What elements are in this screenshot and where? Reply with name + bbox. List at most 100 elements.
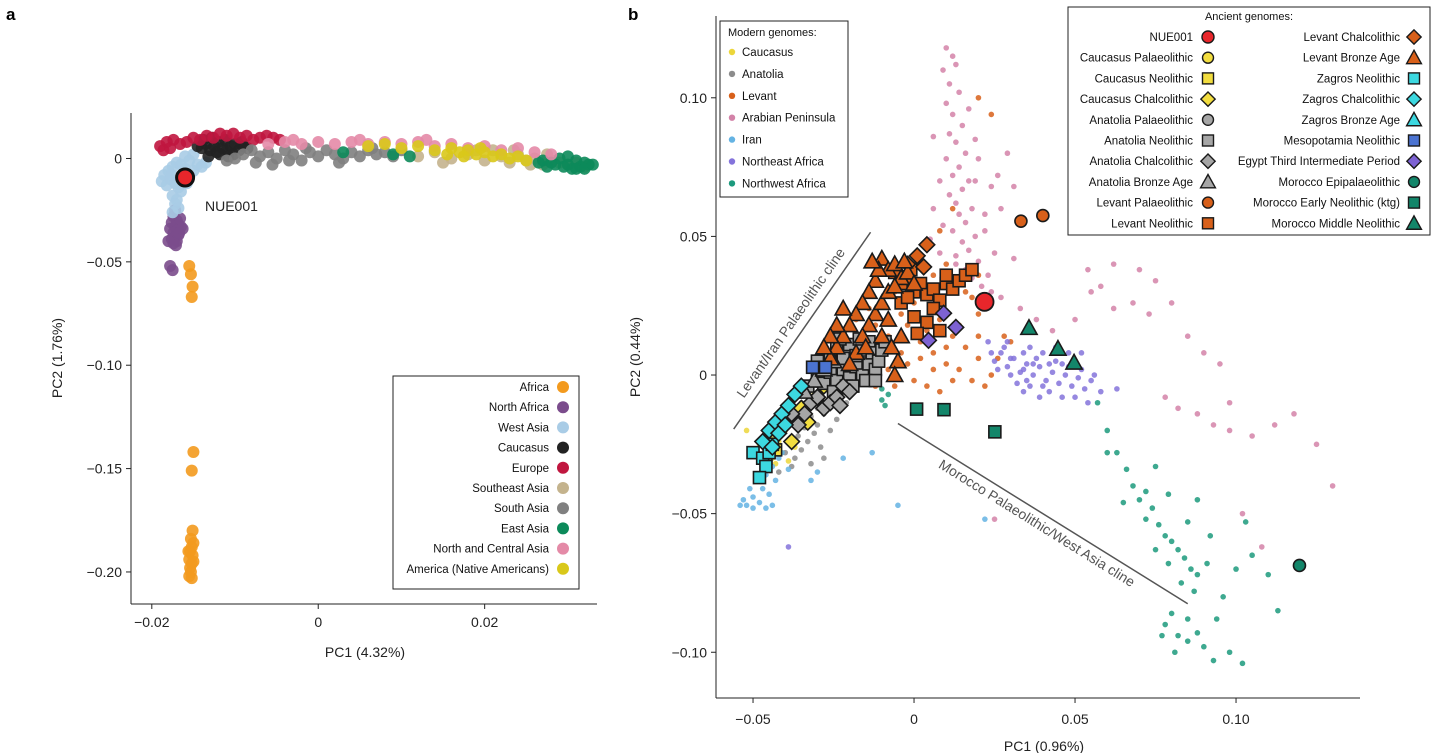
panel-a-y-axis-label: PC2 (1.76%) bbox=[49, 318, 65, 398]
modern-point-iran bbox=[740, 496, 747, 503]
modern-point-northeast-africa bbox=[1014, 380, 1020, 387]
panel-b-letter: b bbox=[628, 5, 638, 24]
modern-point-arabian-peninsula bbox=[1226, 427, 1233, 434]
panel-b-x-axis-label: PC1 (0.96%) bbox=[1004, 738, 1084, 753]
modern-point-anatolia bbox=[808, 460, 814, 467]
modern-point-northeast-africa bbox=[1097, 388, 1104, 395]
modern-point-northeast-africa bbox=[991, 358, 998, 364]
point-south-asia bbox=[262, 146, 275, 159]
modern-point-northwest-africa bbox=[1249, 552, 1255, 559]
morocco-west-asia-cline-line bbox=[897, 422, 1189, 605]
ancient-point-zagros-chalcolithic bbox=[776, 415, 795, 434]
modern-point-arabian-peninsula bbox=[972, 178, 979, 184]
ancient-point-morocco-epipalaeolithic bbox=[1292, 558, 1307, 573]
modern-point-northwest-africa bbox=[1162, 533, 1168, 539]
legend-marker-caucasus bbox=[557, 441, 569, 454]
modern-point-arabian-peninsula bbox=[975, 155, 982, 162]
ancient-point-levant-bronze-age bbox=[891, 326, 911, 344]
ancient-point-levant-bronze-age bbox=[865, 271, 885, 289]
point-north-and-central-asia bbox=[353, 133, 366, 146]
modern-point-iran bbox=[750, 494, 756, 500]
panel-a-nue001-label: NUE001 bbox=[205, 198, 258, 214]
modern-point-northwest-africa bbox=[1213, 616, 1220, 622]
modern-point-arabian-peninsula bbox=[969, 205, 975, 212]
ancient-point-anatolia-chalcolithic bbox=[789, 415, 808, 434]
modern-point-arabian-peninsula bbox=[1175, 405, 1181, 412]
modern-point-northwest-africa bbox=[1104, 427, 1111, 434]
modern-legend-label-northwest-africa: Northwest Africa bbox=[742, 178, 826, 190]
modern-point-anatolia bbox=[814, 422, 821, 428]
point-south-asia bbox=[266, 158, 279, 171]
modern-point-arabian-peninsula bbox=[965, 247, 972, 254]
x-tick-label: 0.02 bbox=[471, 614, 498, 630]
modern-point-northwest-africa bbox=[1194, 630, 1201, 636]
modern-legend-label-iran: Iran bbox=[742, 135, 762, 147]
modern-legend-label-arabian-peninsula: Arabian Peninsula bbox=[742, 113, 836, 125]
modern-point-northeast-africa bbox=[1023, 377, 1030, 384]
modern-point-arabian-peninsula bbox=[936, 250, 943, 256]
modern-point-arabian-peninsula bbox=[953, 139, 959, 145]
morocco-west-asia-cline-label: Morocco Palaeolithic/West Asia cline bbox=[936, 456, 1138, 590]
modern-point-northeast-africa bbox=[1027, 344, 1033, 351]
point-america-native-americans bbox=[395, 142, 408, 155]
modern-point-arabian-peninsula bbox=[988, 183, 995, 190]
ancient-point-levant-bronze-age bbox=[859, 282, 879, 300]
legend-label-caucasus: Caucasus bbox=[498, 443, 549, 455]
modern-point-northeast-africa bbox=[985, 338, 991, 345]
x-tick-label: 0.05 bbox=[1061, 711, 1088, 727]
legend-marker-south-asia bbox=[557, 502, 569, 515]
modern-legend-label-anatolia: Anatolia bbox=[742, 69, 784, 81]
ancient-point-levant-bronze-age bbox=[833, 298, 853, 316]
legend-label-north-africa: North Africa bbox=[489, 402, 550, 414]
modern-point-arabian-peninsula bbox=[985, 272, 991, 279]
modern-point-northeast-africa bbox=[1075, 374, 1082, 381]
ancient-legend-marker-zagros-bronze-age bbox=[1405, 110, 1423, 127]
modern-point-iran bbox=[772, 477, 779, 484]
modern-point-northwest-africa bbox=[1181, 555, 1188, 561]
panel-a-letter: a bbox=[6, 5, 16, 24]
modern-point-arabian-peninsula bbox=[1194, 411, 1201, 417]
ancient-legend-label-morocco-early-neolithic-ktg: Morocco Early Neolithic (ktg) bbox=[1253, 198, 1400, 210]
modern-point-iran bbox=[840, 455, 846, 461]
ancient-legend-label-morocco-epipalaeolithic: Morocco Epipalaeolithic bbox=[1279, 177, 1401, 189]
point-america-native-americans bbox=[457, 150, 470, 163]
ancient-point-morocco-middle-neolithic bbox=[1019, 318, 1039, 336]
modern-point-northwest-africa bbox=[1162, 621, 1168, 628]
y-tick-label: −0.05 bbox=[87, 254, 123, 270]
modern-point-iran bbox=[763, 505, 769, 511]
modern-point-northeast-africa bbox=[1040, 383, 1046, 389]
modern-point-levant bbox=[1001, 333, 1007, 340]
modern-legend-marker-caucasus bbox=[728, 48, 736, 56]
ancient-point-caucasus-chalcolithic bbox=[782, 432, 801, 451]
point-south-asia bbox=[295, 154, 308, 167]
point-america-native-americans bbox=[428, 144, 441, 157]
ancient-point-zagros-neolithic bbox=[752, 470, 767, 485]
modern-point-northeast-africa bbox=[1085, 399, 1091, 406]
ancient-point-levant-neolithic bbox=[926, 282, 941, 296]
point-west-asia bbox=[166, 206, 179, 219]
ancient-legend-marker-nue001 bbox=[1201, 30, 1215, 44]
ancient-legend-label-levant-palaeolithic: Levant Palaeolithic bbox=[1096, 198, 1193, 210]
modern-point-arabian-peninsula bbox=[1136, 266, 1143, 273]
modern-point-levant bbox=[936, 228, 943, 234]
point-america-native-americans bbox=[362, 140, 375, 153]
modern-point-arabian-peninsula bbox=[946, 131, 953, 137]
point-north-africa bbox=[162, 235, 175, 248]
modern-point-arabian-peninsula bbox=[1226, 399, 1233, 406]
ancient-point-levant-bronze-age bbox=[872, 293, 892, 311]
modern-point-northwest-africa bbox=[1175, 632, 1181, 639]
ancient-point-levant-neolithic bbox=[920, 315, 934, 330]
ancient-point-mesopotamia-neolithic bbox=[818, 360, 833, 375]
panel-b-ticks: −0.05 0 0.05 0.10 0.10 0.05 0 −0.05 −0.10 bbox=[672, 90, 1250, 727]
ancient-point-nue001 bbox=[974, 291, 995, 312]
ancient-legend-label-zagros-chalcolithic: Zagros Chalcolithic bbox=[1302, 94, 1400, 106]
modern-point-arabian-peninsula bbox=[1239, 510, 1246, 517]
modern-point-arabian-peninsula bbox=[1097, 283, 1104, 290]
modern-point-northeast-africa bbox=[1052, 358, 1059, 364]
y-tick-label: 0.05 bbox=[680, 228, 707, 244]
modern-point-levant bbox=[930, 366, 937, 373]
ancient-legend-label-zagros-bronze-age: Zagros Bronze Age bbox=[1302, 115, 1400, 127]
x-tick-label: −0.05 bbox=[735, 711, 771, 727]
modern-point-arabian-peninsula bbox=[1004, 150, 1011, 157]
modern-point-levant bbox=[956, 366, 962, 373]
